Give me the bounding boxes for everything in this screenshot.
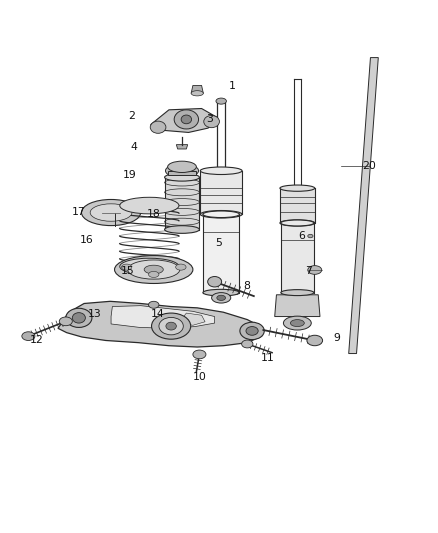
Ellipse shape	[166, 164, 198, 177]
Ellipse shape	[290, 320, 304, 327]
Ellipse shape	[59, 317, 72, 326]
Ellipse shape	[144, 265, 163, 274]
Ellipse shape	[193, 350, 206, 359]
Ellipse shape	[66, 308, 92, 327]
Ellipse shape	[174, 110, 198, 129]
Text: 8: 8	[243, 281, 250, 291]
Polygon shape	[168, 171, 196, 175]
Ellipse shape	[72, 313, 85, 323]
Ellipse shape	[217, 295, 226, 301]
Polygon shape	[349, 58, 378, 353]
Ellipse shape	[22, 332, 35, 341]
Ellipse shape	[240, 322, 264, 340]
Ellipse shape	[165, 173, 199, 181]
Ellipse shape	[120, 258, 179, 275]
Ellipse shape	[283, 316, 311, 330]
Ellipse shape	[81, 199, 141, 225]
Ellipse shape	[90, 204, 132, 221]
Polygon shape	[280, 188, 315, 223]
Polygon shape	[200, 171, 242, 214]
Text: 13: 13	[88, 309, 102, 319]
Ellipse shape	[148, 271, 159, 278]
Ellipse shape	[204, 116, 219, 128]
Text: 1: 1	[229, 81, 236, 91]
Ellipse shape	[150, 121, 166, 133]
Text: 16: 16	[79, 236, 93, 245]
Text: 3: 3	[206, 114, 213, 124]
Polygon shape	[58, 301, 262, 347]
Text: 19: 19	[123, 170, 137, 180]
Ellipse shape	[200, 211, 242, 218]
Ellipse shape	[152, 313, 191, 339]
Ellipse shape	[200, 167, 242, 174]
Ellipse shape	[212, 293, 231, 303]
Text: 6: 6	[298, 231, 305, 241]
Ellipse shape	[216, 98, 226, 104]
Ellipse shape	[191, 91, 203, 96]
Polygon shape	[275, 295, 320, 317]
Text: 10: 10	[192, 373, 206, 383]
Ellipse shape	[176, 264, 186, 270]
Ellipse shape	[242, 340, 253, 348]
Text: 15: 15	[121, 266, 134, 276]
Ellipse shape	[120, 197, 179, 214]
Ellipse shape	[127, 260, 180, 279]
Ellipse shape	[166, 322, 177, 330]
Ellipse shape	[307, 335, 322, 346]
Ellipse shape	[281, 289, 314, 296]
Polygon shape	[151, 109, 217, 133]
Text: 7: 7	[305, 266, 312, 276]
Ellipse shape	[308, 265, 322, 274]
Polygon shape	[165, 177, 199, 230]
Text: 12: 12	[30, 335, 44, 345]
Ellipse shape	[280, 185, 315, 191]
Polygon shape	[203, 214, 240, 293]
Text: 14: 14	[150, 309, 164, 319]
Text: 17: 17	[72, 207, 86, 217]
Text: 2: 2	[128, 111, 135, 122]
Ellipse shape	[148, 301, 159, 308]
Ellipse shape	[246, 327, 258, 335]
Polygon shape	[191, 85, 203, 93]
Ellipse shape	[308, 235, 313, 238]
Polygon shape	[111, 305, 215, 328]
Ellipse shape	[203, 289, 240, 296]
Ellipse shape	[159, 318, 184, 335]
Ellipse shape	[121, 264, 132, 270]
Text: 18: 18	[147, 209, 161, 219]
Ellipse shape	[168, 161, 196, 173]
Text: 5: 5	[215, 238, 223, 247]
Ellipse shape	[115, 256, 193, 284]
Polygon shape	[182, 313, 205, 325]
Ellipse shape	[280, 220, 315, 226]
Polygon shape	[177, 144, 187, 149]
Ellipse shape	[203, 211, 240, 217]
Text: 4: 4	[131, 142, 138, 152]
Ellipse shape	[208, 277, 222, 287]
Ellipse shape	[281, 220, 314, 226]
Ellipse shape	[165, 225, 199, 233]
Polygon shape	[281, 223, 314, 293]
Ellipse shape	[181, 115, 191, 124]
Text: 9: 9	[333, 333, 340, 343]
Text: 11: 11	[261, 353, 275, 363]
Text: 20: 20	[362, 161, 376, 172]
